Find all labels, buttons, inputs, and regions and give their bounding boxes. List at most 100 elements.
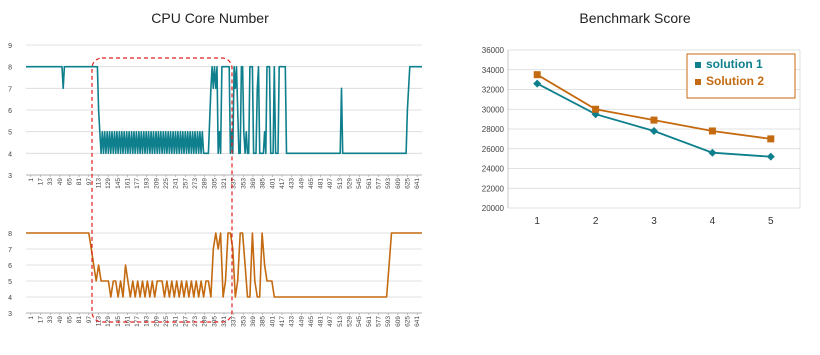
- cpu-bottom-x-tick-label: 401: [269, 316, 276, 327]
- bench-y-tick-label: 32000: [482, 86, 505, 95]
- bench-x-tick-label: 4: [710, 216, 716, 227]
- cpu-top-x-tick-label: 81: [76, 178, 83, 186]
- cpu-bottom-y-tick-label: 8: [8, 231, 12, 238]
- cpu-bottom-x-tick-label: 177: [134, 316, 141, 327]
- bench-series-2-point: [767, 135, 775, 143]
- cpu-top-x-tick-label: 97: [86, 178, 93, 186]
- cpu-top-x-tick-label: 593: [385, 178, 392, 189]
- cpu-top-x-tick-label: 305: [211, 178, 218, 189]
- bench-series-2-point: [533, 71, 541, 79]
- cpu-bottom-y-tick-label: 5: [8, 279, 12, 286]
- cpu-bottom-x-tick-label: 609: [395, 316, 402, 327]
- cpu-top-x-tick-label: 113: [95, 178, 102, 189]
- cpu-bottom-y-tick-label: 3: [8, 311, 12, 318]
- cpu-top-y-tick-label: 3: [8, 173, 12, 180]
- bench-y-tick-label: 24000: [482, 165, 505, 174]
- cpu-top-x-tick-label: 1: [28, 178, 35, 182]
- cpu-top-x-tick-label: 289: [202, 178, 209, 189]
- bench-x-tick-label: 2: [593, 216, 599, 227]
- cpu-bottom-x-tick-label: 257: [182, 316, 189, 327]
- bench-x-tick-label: 1: [534, 216, 540, 227]
- bench-y-tick-label: 20000: [482, 204, 505, 213]
- cpu-bottom-x-tick-label: 241: [173, 316, 180, 327]
- cpu-bottom-x-tick-label: 321: [221, 316, 228, 327]
- bench-y-tick-label: 34000: [482, 66, 505, 75]
- cpu-bottom-x-tick-label: 545: [356, 316, 363, 327]
- cpu-top-x-tick-label: 497: [327, 178, 334, 189]
- cpu-top-x-tick-label: 257: [182, 178, 189, 189]
- cpu-top-x-tick-label: 177: [134, 178, 141, 189]
- bench-legend-swatch: [695, 79, 701, 85]
- cpu-top-x-tick-label: 529: [347, 178, 354, 189]
- cpu-top-x-tick-label: 17: [37, 178, 44, 186]
- cpu-top-x-tick-label: 225: [163, 178, 170, 189]
- cpu-top-y-tick-label: 5: [8, 130, 12, 137]
- benchmark-chart-title: Benchmark Score: [579, 10, 691, 26]
- cpu-top-y-tick-label: 9: [8, 43, 12, 50]
- bench-legend-box: [686, 53, 796, 99]
- cpu-bottom-x-tick-label: 353: [240, 316, 247, 327]
- bench-series-1-point: [766, 152, 775, 161]
- cpu-bottom-x-tick-label: 145: [115, 316, 122, 327]
- cpu-core-top-chart: 3 4 5 6 7 8 9 1 17 33 49 65 81 97 113 129 145 161 177 193 20…: [8, 43, 422, 189]
- cpu-top-x-tick-label: 577: [376, 178, 383, 189]
- bench-series-1-point: [533, 79, 542, 88]
- cpu-bottom-x-tick-label: 17: [37, 316, 44, 324]
- cpu-bottom-x-tick-label: 385: [260, 316, 267, 327]
- cpu-top-x-tick-label: 129: [105, 178, 112, 189]
- cpu-bottom-x-tick-label: 209: [153, 316, 160, 327]
- cpu-chart-title: CPU Core Number: [151, 10, 269, 26]
- cpu-bottom-x-tick-label: 529: [347, 316, 354, 327]
- cpu-bottom-x-tick-label: 337: [231, 316, 238, 327]
- cpu-bottom-x-tick-label: 369: [250, 316, 257, 327]
- bench-series-2-point: [592, 105, 600, 113]
- cpu-top-x-tick-label: 641: [414, 178, 421, 189]
- cpu-bottom-x-tick-label: 593: [385, 316, 392, 327]
- cpu-top-x-tick-label: 609: [395, 178, 402, 189]
- bench-y-tick-label: 22000: [482, 184, 505, 193]
- cpu-bottom-x-tick-label: 561: [366, 316, 373, 327]
- bench-y-tick-label: 36000: [482, 46, 505, 55]
- cpu-top-x-tick-label: 209: [153, 178, 160, 189]
- cpu-top-x-tick-label: 33: [47, 178, 54, 186]
- cpu-top-x-tick-label: 65: [66, 178, 73, 186]
- cpu-bottom-x-tick-label: 641: [414, 316, 421, 327]
- cpu-top-x-tick-label: 321: [221, 178, 228, 189]
- cpu-top-x-tick-label: 625: [405, 178, 412, 189]
- bench-y-tick-label: 26000: [482, 145, 505, 154]
- bench-legend-label: solution 1: [706, 57, 763, 71]
- cpu-top-x-tick-label: 449: [298, 178, 305, 189]
- cpu-bottom-x-tick-label: 113: [95, 316, 102, 327]
- cpu-bottom-x-tick-label: 577: [376, 316, 383, 327]
- cpu-bottom-x-tick-label: 81: [76, 316, 83, 324]
- cpu-top-x-tick-label: 161: [124, 178, 131, 189]
- cpu-bottom-x-tick-label: 305: [211, 316, 218, 327]
- cpu-top-x-tick-label: 513: [337, 178, 344, 189]
- cpu-top-y-tick-label: 6: [8, 108, 12, 115]
- bench-x-tick-label: 3: [651, 216, 657, 227]
- cpu-top-x-tick-label: 561: [366, 178, 373, 189]
- cpu-bottom-x-tick-label: 481: [318, 316, 325, 327]
- cpu-bottom-x-tick-label: 49: [57, 316, 64, 324]
- cpu-bottom-x-tick-label: 449: [298, 316, 305, 327]
- cpu-top-x-tick-label: 369: [250, 178, 257, 189]
- cpu-top-x-tick-label: 401: [269, 178, 276, 189]
- cpu-top-x-tick-label: 353: [240, 178, 247, 189]
- cpu-top-x-tick-label: 417: [279, 178, 286, 189]
- cpu-bottom-x-tick-label: 193: [144, 316, 151, 327]
- benchmark-score-chart: 20000 22000 24000 26000 28000 30000 32000 34000…: [482, 46, 801, 227]
- cpu-bottom-y-tick-label: 4: [8, 295, 12, 302]
- cpu-top-x-tick-label: 481: [318, 178, 325, 189]
- bench-y-tick-label: 28000: [482, 125, 505, 134]
- cpu-top-x-tick-label: 385: [260, 178, 267, 189]
- cpu-top-x-tick-label: 145: [115, 178, 122, 189]
- cpu-bottom-x-tick-label: 625: [405, 316, 412, 327]
- cpu-bottom-x-tick-label: 1: [28, 316, 35, 320]
- bench-series-1-point: [708, 148, 717, 157]
- cpu-bottom-x-tick-label: 129: [105, 316, 112, 327]
- cpu-bottom-x-tick-label: 97: [86, 316, 93, 324]
- cpu-bottom-y-tick-label: 6: [8, 263, 12, 270]
- cpu-bottom-x-tick-label: 225: [163, 316, 170, 327]
- cpu-bottom-x-tick-label: 161: [124, 316, 131, 327]
